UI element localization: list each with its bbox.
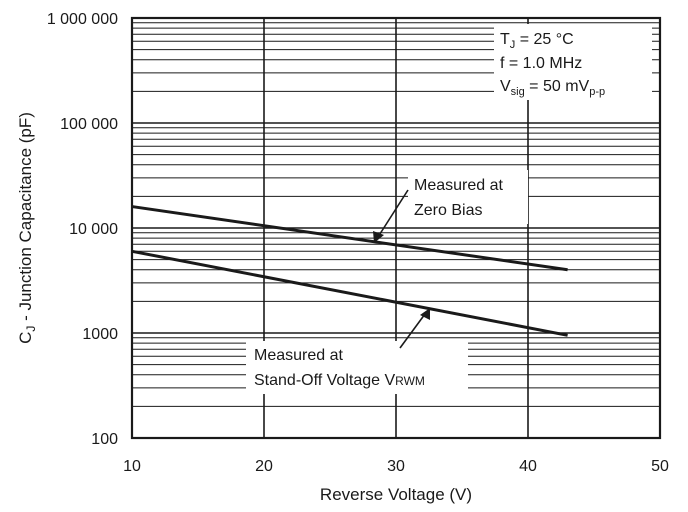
y-tick-label: 10 000: [69, 221, 118, 238]
x-tick-label: 50: [651, 458, 669, 475]
condition-tj: TJ = 25 °C: [500, 31, 574, 51]
zero-bias-label-line2: Zero Bias: [414, 202, 482, 219]
condition-vsig-sub2: p-p: [589, 86, 605, 98]
standoff-label-text: Stand-Off Voltage V: [254, 372, 395, 389]
y-tick-labels: 100 1000 10 000 100 000 1 000 000: [47, 11, 118, 448]
standoff-label-bg: [246, 341, 468, 394]
zero-bias-label-line1: Measured at: [414, 177, 503, 194]
y-tick-label: 100 000: [60, 116, 118, 133]
x-axis-label: Reverse Voltage (V): [320, 485, 472, 504]
series-group: [131, 205, 568, 337]
x-tick-labels: 10 20 30 40 50: [123, 458, 669, 475]
x-tick-label: 30: [387, 458, 405, 475]
zero-bias-arrow: [373, 189, 409, 243]
y-axis-label-sub: J: [24, 326, 38, 332]
x-tick-label: 20: [255, 458, 273, 475]
y-tick-label: 1 000 000: [47, 11, 118, 28]
condition-freq: f = 1.0 MHz: [500, 55, 582, 72]
x-tick-label: 10: [123, 458, 141, 475]
condition-vsig: Vsig = 50 mVp-p: [500, 78, 605, 98]
plot-frame: [130, 16, 662, 440]
y-axis-label-main: C: [16, 332, 35, 344]
condition-vsig-rest: = 50 mV: [525, 78, 590, 95]
y-tick-label: 100: [91, 431, 118, 448]
condition-tj-sub: J: [510, 39, 516, 51]
standoff-label-line2: Stand-Off Voltage VRWM: [254, 372, 425, 389]
x-tick-label: 40: [519, 458, 537, 475]
y-axis-label-rest: - Junction Capacitance (pF): [16, 112, 35, 326]
series-line: [131, 249, 568, 337]
zero-bias-label-bg: [408, 170, 528, 224]
condition-vsig-main: V: [500, 78, 511, 95]
condition-tj-main: T: [500, 31, 510, 48]
condition-vsig-sub: sig: [511, 86, 525, 98]
conditions-box: [494, 24, 652, 100]
y-tick-label: 1000: [82, 326, 118, 343]
condition-tj-rest: = 25 °C: [515, 31, 573, 48]
standoff-label-sub: RWM: [395, 374, 425, 388]
series-line: [131, 205, 568, 272]
y-axis-label: CJ - Junction Capacitance (pF): [16, 112, 38, 344]
standoff-arrow: [399, 308, 430, 349]
standoff-label-line1: Measured at: [254, 347, 343, 364]
